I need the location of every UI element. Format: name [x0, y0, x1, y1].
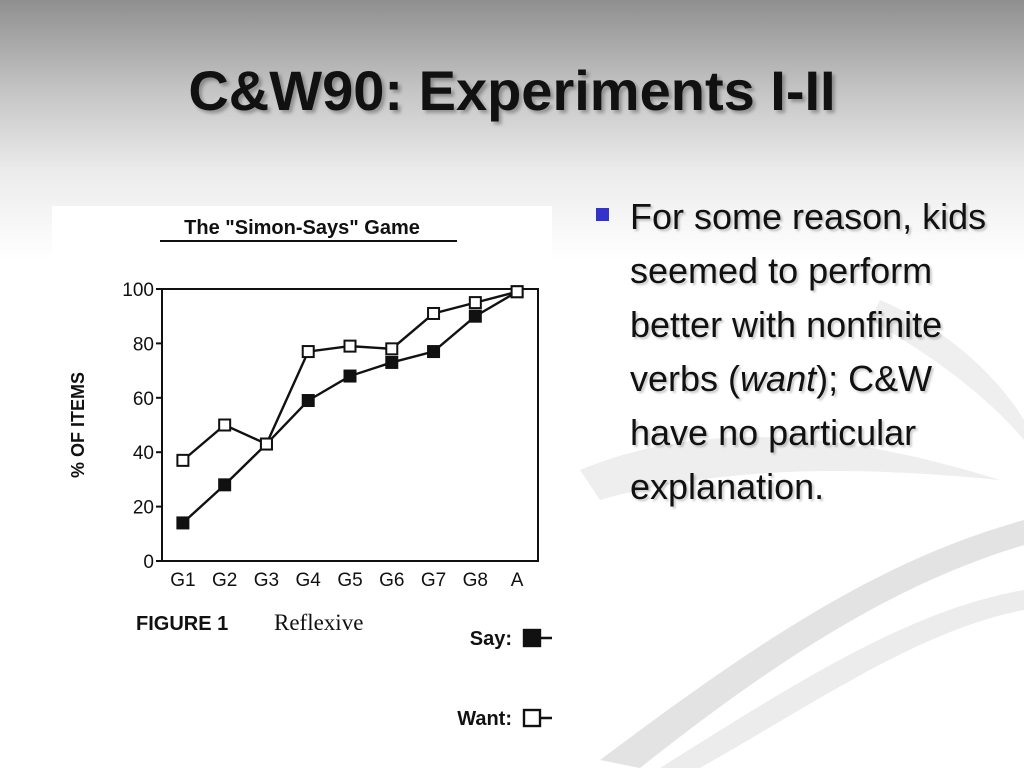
y-tick-label: 80 — [133, 334, 154, 355]
bullet-italic-word: want — [740, 358, 817, 399]
x-tick-label: A — [511, 570, 524, 591]
data-point-say — [176, 516, 190, 530]
x-tick-label: G2 — [212, 570, 237, 591]
series-line-say — [182, 290, 518, 524]
x-tick-label: G5 — [337, 570, 362, 591]
bullet-paren-open: ( — [728, 358, 741, 399]
plot-frame — [161, 288, 539, 562]
y-axis-label: % OF ITEMS — [68, 372, 88, 478]
data-point-want — [510, 285, 524, 299]
bullet-text-part-2: ); C&W have no particular explanation. — [630, 358, 933, 507]
chart-figure: The "Simon-Says" Game % OF ITEMS 0 20 40 60 80… — [52, 206, 552, 746]
data-point-say — [427, 345, 441, 359]
bullet-text-part-1: For some reason, kids seemed to perform … — [630, 196, 987, 399]
data-point-say — [468, 309, 482, 323]
legend-marker-say — [522, 628, 542, 648]
line-chart: The "Simon-Says" Game % OF ITEMS 0 20 40 60 80… — [68, 217, 552, 730]
y-tick-label: 20 — [133, 498, 154, 519]
data-point-say — [218, 478, 232, 492]
data-point-want — [427, 306, 441, 320]
data-point-want — [176, 453, 190, 467]
figure-caption-label: FIGURE 1 — [136, 613, 228, 635]
y-tick-label: 60 — [133, 389, 154, 410]
x-tick-label: G7 — [421, 570, 446, 591]
x-tick-label: G4 — [296, 570, 322, 591]
data-point-want — [468, 296, 482, 310]
y-tick-label: 40 — [133, 443, 154, 464]
data-point-want — [385, 342, 399, 356]
legend-label-say: Say: — [470, 628, 512, 650]
data-point-want — [343, 339, 357, 353]
data-point-want — [301, 345, 315, 359]
slide-title: C&W90: Experiments I-II — [188, 59, 836, 122]
bullet-item: For some reason, kids seemed to perform … — [630, 190, 1010, 514]
bullet-list: For some reason, kids seemed to perform … — [590, 190, 1010, 514]
chart-title: The "Simon-Says" Game — [184, 217, 420, 239]
x-tick-label: G8 — [463, 570, 488, 591]
x-tick-label: G3 — [254, 570, 279, 591]
bullet-square-icon — [596, 208, 609, 221]
y-tick-label: 0 — [143, 552, 154, 573]
legend-label-want: Want: — [457, 708, 512, 730]
x-tick-label: G6 — [379, 570, 404, 591]
figure-caption-title: Reflexive — [274, 610, 363, 635]
y-tick-label: 100 — [122, 280, 154, 301]
data-point-say — [343, 369, 357, 383]
legend-marker-want — [522, 708, 542, 728]
x-tick-label: G1 — [170, 570, 195, 591]
data-point-say — [385, 355, 399, 369]
data-point-want — [218, 418, 232, 432]
data-point-say — [301, 394, 315, 408]
data-point-want — [259, 437, 273, 451]
